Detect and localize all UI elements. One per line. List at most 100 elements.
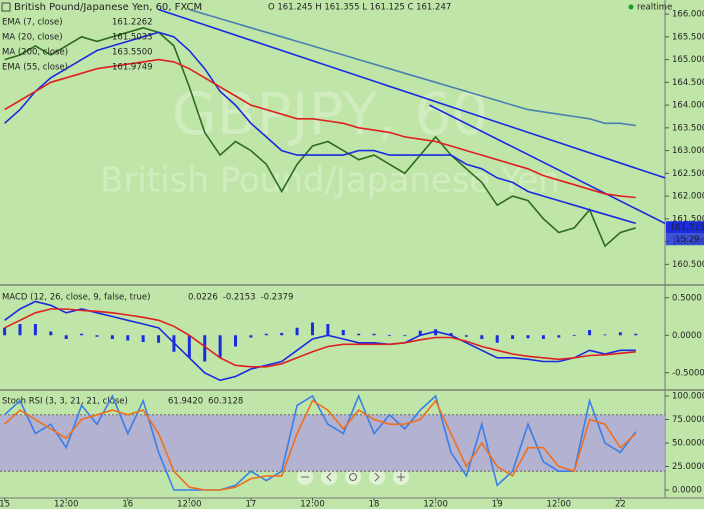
last-price: 161.315 — [670, 223, 704, 233]
ohlc: O 161.245 H 161.355 L 161.125 C 161.247 — [268, 3, 451, 13]
histogram-bar — [449, 333, 453, 336]
histogram-bar — [49, 331, 53, 336]
legend-value: 0.0226 — [188, 293, 218, 303]
legend-value: -0.2153 — [223, 293, 256, 303]
panel-title: MACD (12, 26, close, 9, false, true) — [2, 293, 150, 303]
watermark: British Pound/Japanese Yen — [100, 161, 560, 201]
x-tick-label: 12:00 — [54, 500, 79, 509]
histogram-bar — [18, 324, 22, 336]
histogram-bar — [80, 333, 84, 336]
histogram-bar — [572, 335, 576, 337]
histogram-bar — [480, 335, 484, 339]
x-tick-label: 15 — [0, 500, 10, 509]
trendline — [429, 104, 665, 225]
histogram-bar — [157, 335, 161, 343]
x-tick-label: 12:00 — [423, 500, 448, 509]
series-line — [4, 31, 637, 225]
legend-value: 161.5033 — [112, 33, 153, 43]
series-line — [4, 58, 636, 199]
histogram-bar — [603, 334, 607, 336]
histogram-bar — [203, 335, 207, 362]
series-line — [4, 393, 637, 491]
legend-label: EMA (7, close) — [2, 18, 63, 28]
histogram-bar — [464, 335, 468, 337]
y-tick-label: 165.000 — [672, 55, 704, 65]
y-tick-label: 162.000 — [672, 192, 704, 202]
histogram-bar — [341, 330, 345, 336]
y-tick-label: 164.500 — [672, 78, 704, 88]
histogram-bar — [326, 324, 330, 336]
x-tick-label: 12:00 — [300, 500, 325, 509]
y-tick-label: -0.5000 — [672, 368, 704, 378]
plot-area — [4, 8, 665, 248]
histogram-bar — [64, 335, 68, 339]
x-tick-label: 12:00 — [177, 500, 202, 509]
series-line — [4, 26, 637, 248]
x-tick-label: 19 — [492, 500, 503, 509]
histogram-bar — [295, 327, 299, 336]
legend-value: -0.2379 — [261, 293, 294, 303]
icon — [349, 473, 357, 481]
histogram-bar — [588, 330, 592, 336]
series-line — [4, 308, 636, 368]
x-tick-label: 12:00 — [547, 500, 572, 509]
zoom-controls — [297, 469, 409, 485]
scroll-right[interactable] — [369, 469, 385, 485]
y-tick-label: 162.500 — [672, 169, 704, 179]
histogram-bar — [249, 335, 253, 338]
histogram-bar — [418, 330, 422, 336]
y-tick-label: 0.0000 — [672, 486, 702, 496]
y-tick-label: 161.500 — [672, 214, 704, 224]
y-tick-label: 163.500 — [672, 123, 704, 133]
histogram-bar — [310, 322, 314, 336]
histogram-bar — [126, 335, 130, 341]
histogram-bar — [141, 335, 145, 342]
panel-title: Stoch RSI (3, 3, 21, 21, close) — [2, 397, 128, 407]
histogram-bar — [511, 335, 515, 339]
legend-value: 161.2262 — [112, 18, 153, 28]
series-line — [4, 300, 636, 382]
plot-area — [3, 300, 638, 382]
legend-label: MA (200, close) — [2, 48, 68, 58]
x-tick-label: 16 — [122, 500, 133, 509]
y-tick-label: 165.500 — [672, 32, 704, 42]
legend-value: 163.5500 — [112, 48, 153, 58]
histogram-bar — [387, 335, 391, 337]
reset[interactable] — [345, 469, 361, 485]
plot-area — [0, 393, 665, 491]
histogram-bar — [218, 335, 222, 358]
y-tick-label: 25.0000 — [672, 462, 704, 472]
y-tick-label: 166.000 — [672, 10, 704, 20]
y-tick-label: 100.0000 — [672, 392, 704, 402]
histogram-bar — [187, 335, 191, 358]
status-dot — [628, 4, 634, 10]
last-time: 15:29 — [675, 235, 700, 245]
histogram-bar — [541, 335, 545, 339]
y-tick-label: 163.000 — [672, 146, 704, 156]
y-tick-label: 0.5000 — [672, 293, 702, 303]
histogram-bar — [403, 335, 407, 337]
histogram-bar — [264, 333, 268, 336]
histogram-bar — [95, 335, 99, 337]
histogram-bar — [618, 332, 622, 336]
y-tick-label: 50.0000 — [672, 439, 704, 449]
x-tick-label: 22 — [615, 500, 626, 509]
histogram-bar — [33, 324, 37, 336]
y-tick-label: 0.0000 — [672, 331, 702, 341]
histogram-bar — [110, 335, 114, 339]
collapse-icon[interactable] — [1, 2, 11, 12]
y-tick-label: 75.0000 — [672, 415, 704, 425]
histogram-bar — [234, 335, 238, 347]
legend-label: EMA (55, close) — [2, 63, 68, 73]
legend-value: 60.3128 — [208, 397, 243, 407]
histogram-bar — [372, 333, 376, 336]
y-tick-label: 160.500 — [672, 260, 704, 270]
icon — [374, 472, 380, 482]
scroll-left[interactable] — [321, 469, 337, 485]
x-tick-label: 17 — [246, 500, 257, 509]
series-line — [189, 8, 636, 127]
legend-label: MA (20, close) — [2, 33, 63, 43]
legend-value: 161.9749 — [112, 63, 153, 73]
chart-title: British Pound/Japanese Yen, 60, FXCM — [14, 2, 202, 13]
